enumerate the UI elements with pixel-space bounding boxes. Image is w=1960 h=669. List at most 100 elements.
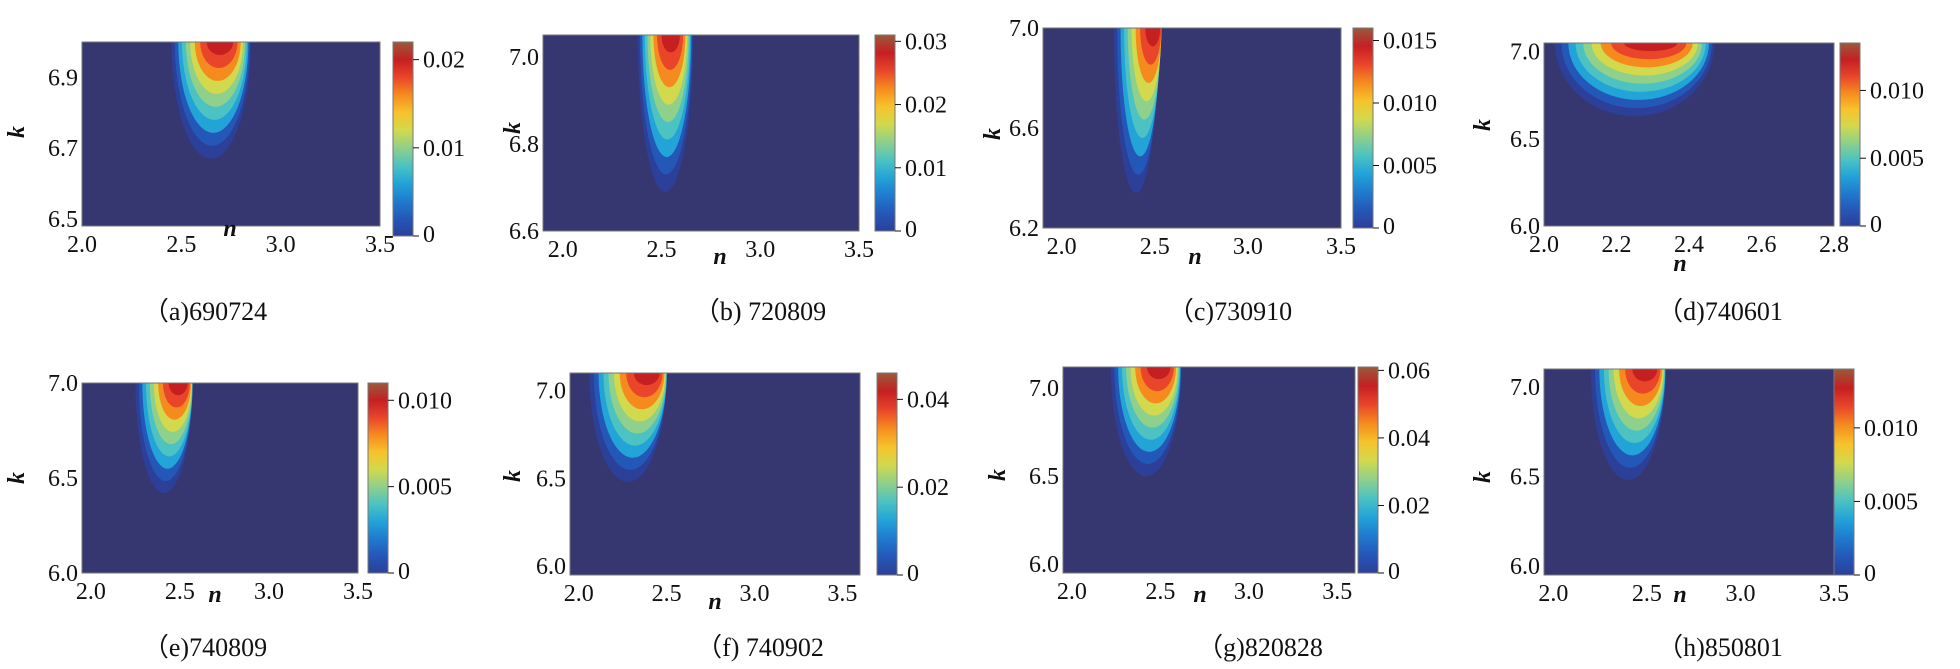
x-tick-label: 2.0 xyxy=(548,237,578,263)
colorbar-tick-label: 0.005 xyxy=(1383,154,1437,180)
y-tick-label: 6.5 xyxy=(536,466,566,492)
colorbar: 0 0.01 0.02 0.03 xyxy=(874,29,947,243)
colorbar-tick-label: 0 xyxy=(398,559,410,585)
colorbar-tick-label: 0.010 xyxy=(1864,416,1918,442)
y-tick-label: 7.0 xyxy=(1029,376,1059,402)
x-tick-label: 2.2 xyxy=(1602,232,1632,258)
y-axis-label: k xyxy=(1470,119,1496,131)
panel-d: 2.0 2.2 2.4 2.6 2.8 6.0 6.5 7.0 n k 0 0.005 0.010 （d)… xyxy=(1470,40,1924,326)
contour-bands xyxy=(1590,369,1666,481)
x-tick-label: 3.5 xyxy=(343,579,373,605)
x-tick-label: 2.0 xyxy=(1047,234,1077,260)
x-tick-label: 3.0 xyxy=(740,581,770,607)
x-tick-label: 2.0 xyxy=(67,232,97,258)
contour-bands xyxy=(637,35,694,192)
y-axis-label: k xyxy=(1470,471,1496,483)
x-axis-label: n xyxy=(1673,251,1686,277)
colorbar-tick-label: 0.01 xyxy=(905,156,947,182)
colorbar-tick-label: 0.02 xyxy=(905,93,947,119)
x-tick-label: 3.0 xyxy=(1234,579,1264,605)
colorbar: 0 0.005 0.010 xyxy=(1833,368,1918,587)
colorbar-gradient xyxy=(392,41,414,237)
contour-level-8 xyxy=(206,42,234,55)
y-axis-label: k xyxy=(4,472,30,484)
colorbar-tick-label: 0.005 xyxy=(1864,489,1918,515)
y-tick-label: 6.0 xyxy=(1510,214,1540,240)
y-tick-label: 7.0 xyxy=(1510,375,1540,401)
x-tick-label: 3.5 xyxy=(1326,234,1356,260)
x-tick-label: 3.5 xyxy=(827,581,857,607)
contour-level-8 xyxy=(1145,28,1161,47)
x-axis-label: n xyxy=(208,582,221,608)
colorbar-tick-label: 0.02 xyxy=(423,48,465,74)
x-axis-label: n xyxy=(1673,582,1686,608)
panel-caption: （a)690724 xyxy=(143,297,267,326)
y-tick-label: 7.0 xyxy=(509,45,539,71)
y-axis-label: k xyxy=(985,469,1011,481)
panel-caption: （b) 720809 xyxy=(694,297,826,326)
panel-f: 2.0 2.5 3.0 3.5 6.0 6.5 7.0 n k 0 0.02 0.04 （f) 7409… xyxy=(500,372,949,662)
y-tick-label: 6.5 xyxy=(1029,464,1059,490)
plot-frame xyxy=(81,382,359,574)
colorbar-gradient xyxy=(367,382,389,574)
colorbar-tick-label: 0.010 xyxy=(398,388,452,414)
x-axis-label: n xyxy=(223,216,236,242)
x-tick-label: 2.0 xyxy=(1529,232,1559,258)
colorbar-tick-label: 0.06 xyxy=(1388,358,1430,384)
x-axis-label: n xyxy=(1193,582,1206,608)
x-tick-label: 2.0 xyxy=(564,581,594,607)
x-tick-label: 2.5 xyxy=(1632,581,1662,607)
colorbar-tick-label: 0 xyxy=(907,561,919,587)
x-tick-label: 2.0 xyxy=(1057,579,1087,605)
x-tick-label: 2.4 xyxy=(1674,232,1704,258)
y-tick-label: 6.5 xyxy=(48,466,78,492)
y-tick-label: 7.0 xyxy=(1510,40,1540,66)
panel-caption: （d)740601 xyxy=(1657,297,1783,326)
colorbar: 0 0.005 0.010 0.015 xyxy=(1352,27,1437,240)
colorbar-tick-label: 0.04 xyxy=(907,387,949,413)
x-tick-label: 2.5 xyxy=(1140,234,1170,260)
y-tick-label: 6.7 xyxy=(48,136,78,162)
colorbar-gradient xyxy=(1357,366,1379,574)
colorbar-tick-label: 0.005 xyxy=(1870,146,1924,172)
x-axis-label: n xyxy=(1188,244,1201,270)
panel-c: 2.0 2.5 3.0 3.5 6.2 6.6 7.0 n k 0 0.005 0.010 0.015 （… xyxy=(980,16,1437,326)
colorbar: 0 0.005 0.010 xyxy=(1839,42,1924,238)
contour-bands xyxy=(171,42,251,159)
plot-frame xyxy=(81,41,381,227)
y-tick-label: 7.0 xyxy=(48,371,78,397)
y-tick-label: 6.6 xyxy=(509,219,539,245)
colorbar-tick-label: 0.04 xyxy=(1388,426,1430,452)
y-tick-label: 6.5 xyxy=(1510,127,1540,153)
colorbar-gradient xyxy=(1839,42,1861,227)
contour-bands xyxy=(1113,28,1162,193)
plot-frame xyxy=(569,372,861,576)
colorbar-tick-label: 0.02 xyxy=(907,475,949,501)
y-tick-label: 6.2 xyxy=(1009,216,1039,242)
y-tick-label: 7.0 xyxy=(1009,16,1039,42)
panel-g: 2.0 2.5 3.0 3.5 6.0 6.5 7.0 n k 0 0.02 0.04 0.06 （g)8… xyxy=(985,358,1430,662)
x-axis-label: n xyxy=(713,244,726,270)
colorbar-tick-label: 0 xyxy=(1870,212,1882,238)
y-axis-label: k xyxy=(980,128,1006,140)
x-tick-label: 2.6 xyxy=(1747,232,1777,258)
panel-h: 2.0 2.5 3.0 3.5 6.0 6.5 7.0 n k 0 0.005 0.010 （h)850… xyxy=(1470,368,1918,662)
y-tick-label: 6.0 xyxy=(1510,554,1540,580)
x-tick-label: 3.5 xyxy=(844,237,874,263)
contour-level-8 xyxy=(1632,369,1658,382)
panel-e: 2.0 2.5 3.0 3.5 6.0 6.5 7.0 n k 0 0.005 0.010 （e)740… xyxy=(4,371,452,662)
y-axis-label: k xyxy=(4,126,30,138)
x-tick-label: 3.5 xyxy=(1322,579,1352,605)
x-tick-label: 2.5 xyxy=(166,232,196,258)
plot-frame xyxy=(542,34,860,232)
colorbar-gradient xyxy=(1352,27,1374,229)
y-tick-label: 6.5 xyxy=(48,207,78,233)
contour-bands xyxy=(1110,367,1182,477)
colorbar: 0 0.02 0.04 xyxy=(876,372,949,587)
y-tick-label: 7.0 xyxy=(536,379,566,405)
y-tick-label: 6.0 xyxy=(48,561,78,587)
x-tick-label: 2.0 xyxy=(76,579,106,605)
panel-caption: （h)850801 xyxy=(1657,633,1783,662)
